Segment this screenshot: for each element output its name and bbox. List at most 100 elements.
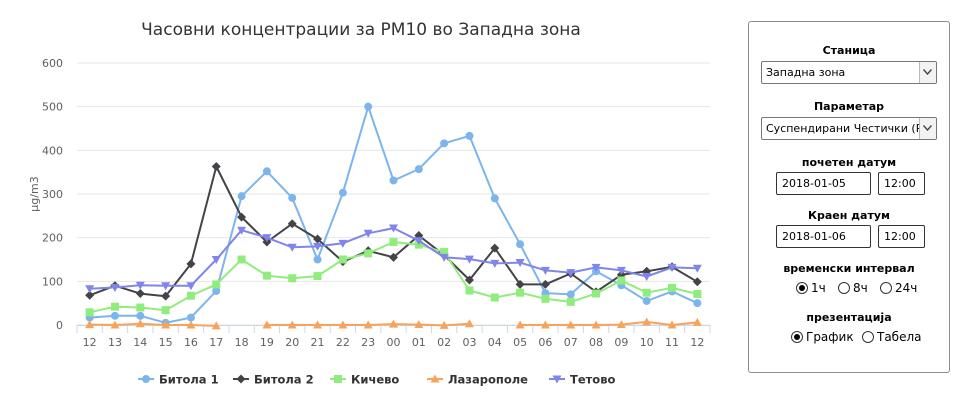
data-point[interactable]	[85, 320, 95, 329]
data-point[interactable]	[85, 290, 95, 300]
data-point[interactable]	[186, 259, 196, 269]
data-point[interactable]	[566, 290, 575, 299]
data-point[interactable]	[110, 320, 120, 329]
data-point[interactable]	[642, 317, 652, 326]
data-point[interactable]	[414, 237, 424, 246]
data-point[interactable]	[692, 317, 702, 326]
data-point[interactable]	[592, 289, 601, 298]
legend-marker[interactable]	[552, 375, 562, 384]
data-point[interactable]	[186, 291, 195, 300]
data-point[interactable]	[389, 224, 398, 233]
end-date-input[interactable]: 2018-01-06	[776, 225, 871, 248]
data-point[interactable]	[237, 255, 246, 264]
data-point[interactable]	[287, 219, 297, 229]
legend-item[interactable]: Кичево	[330, 373, 399, 387]
legend-item[interactable]: Лазарополе	[427, 373, 528, 387]
data-point[interactable]	[211, 161, 221, 171]
data-point[interactable]	[364, 102, 373, 111]
legend-marker[interactable]	[142, 375, 150, 383]
data-point[interactable]	[313, 272, 322, 281]
data-point[interactable]	[85, 308, 94, 317]
data-point[interactable]	[186, 313, 195, 322]
end-time-input[interactable]: 12:00	[878, 225, 925, 248]
legend-item[interactable]: Тетово	[549, 373, 615, 387]
data-point[interactable]	[363, 320, 373, 329]
data-point[interactable]	[110, 283, 120, 292]
data-point[interactable]	[136, 303, 145, 312]
data-point[interactable]	[313, 234, 323, 244]
data-point[interactable]	[414, 320, 424, 329]
data-point[interactable]	[287, 320, 297, 329]
data-point[interactable]	[85, 285, 95, 294]
data-point[interactable]	[490, 194, 499, 203]
data-point[interactable]	[262, 167, 271, 176]
data-point[interactable]	[617, 276, 626, 285]
data-point[interactable]	[313, 320, 323, 329]
data-point[interactable]	[288, 274, 297, 283]
data-point[interactable]	[110, 302, 119, 311]
data-point[interactable]	[211, 256, 221, 264]
data-point[interactable]	[439, 253, 449, 262]
data-point[interactable]	[161, 306, 170, 315]
data-point[interactable]	[161, 320, 171, 329]
data-point[interactable]	[313, 242, 323, 251]
data-point[interactable]	[566, 269, 576, 278]
data-point[interactable]	[338, 255, 347, 264]
data-point[interactable]	[338, 320, 348, 329]
data-point[interactable]	[363, 229, 373, 238]
data-point[interactable]	[464, 319, 474, 328]
data-point[interactable]	[237, 226, 247, 235]
data-point[interactable]	[642, 273, 652, 282]
data-point[interactable]	[262, 320, 272, 329]
data-point[interactable]	[516, 240, 525, 249]
data-point[interactable]	[465, 131, 474, 140]
data-point[interactable]	[667, 263, 677, 272]
data-point[interactable]	[667, 320, 677, 329]
data-point[interactable]	[540, 279, 550, 289]
data-point[interactable]	[389, 238, 398, 247]
data-point[interactable]	[464, 255, 474, 264]
data-point[interactable]	[541, 294, 550, 303]
data-point[interactable]	[642, 288, 651, 297]
legend-marker[interactable]	[430, 374, 440, 383]
legend-marker[interactable]	[236, 374, 246, 384]
data-point[interactable]	[136, 311, 145, 320]
start-date-input[interactable]: 2018-01-05	[776, 172, 871, 195]
data-point[interactable]	[540, 266, 550, 275]
data-point[interactable]	[616, 266, 626, 275]
data-point[interactable]	[186, 282, 196, 291]
data-point[interactable]	[237, 192, 246, 201]
data-point[interactable]	[515, 320, 525, 329]
data-point[interactable]	[135, 289, 145, 299]
data-point[interactable]	[313, 255, 322, 264]
data-point[interactable]	[287, 243, 297, 252]
data-point[interactable]	[414, 165, 423, 174]
data-point[interactable]	[389, 319, 398, 328]
data-point[interactable]	[440, 248, 449, 257]
data-point[interactable]	[389, 252, 398, 262]
parameter-select[interactable]: Суспендирани Честички (PM10)	[761, 117, 937, 140]
data-point[interactable]	[692, 277, 702, 287]
data-point[interactable]	[490, 243, 500, 253]
data-point[interactable]	[135, 281, 145, 290]
data-point[interactable]	[642, 296, 651, 305]
station-select[interactable]: Западна зона	[761, 61, 937, 84]
data-point[interactable]	[110, 311, 119, 320]
data-point[interactable]	[262, 271, 271, 280]
start-time-input[interactable]: 12:00	[878, 172, 925, 195]
data-point[interactable]	[212, 286, 221, 295]
data-point[interactable]	[692, 264, 702, 273]
data-point[interactable]	[668, 283, 677, 292]
data-point[interactable]	[591, 263, 601, 272]
data-point[interactable]	[490, 293, 499, 302]
legend-item[interactable]: Битола 1	[138, 373, 219, 387]
data-point[interactable]	[364, 249, 373, 258]
data-point[interactable]	[439, 320, 449, 329]
data-point[interactable]	[262, 234, 272, 243]
data-point[interactable]	[135, 319, 145, 328]
data-point[interactable]	[591, 320, 601, 329]
data-point[interactable]	[237, 212, 247, 222]
legend-item[interactable]: Битола 2	[233, 373, 314, 387]
data-point[interactable]	[490, 259, 500, 268]
data-point[interactable]	[693, 289, 702, 298]
